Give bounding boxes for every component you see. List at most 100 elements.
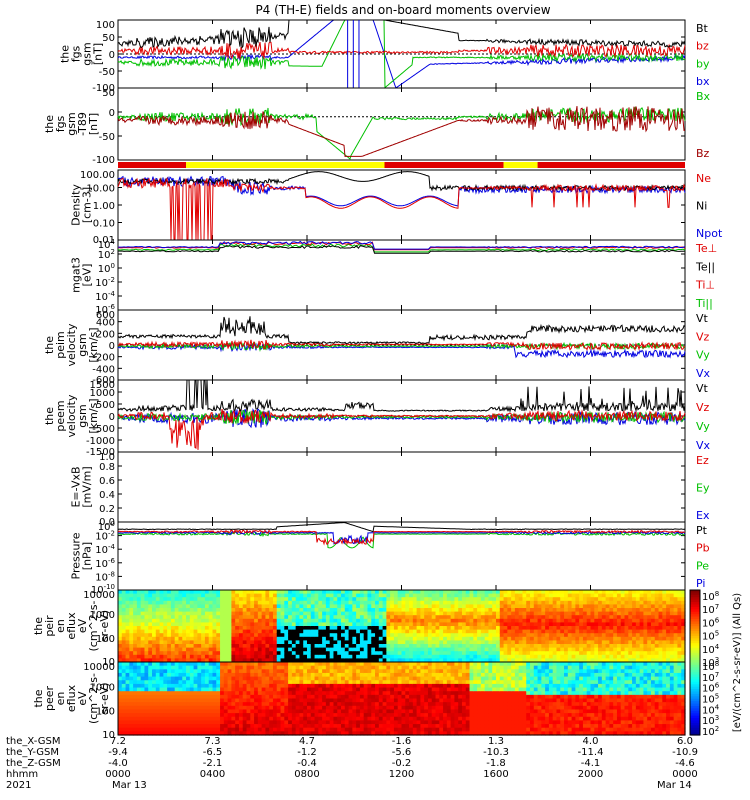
spectrogram-cell (420, 626, 425, 631)
spectrogram-cell (446, 651, 452, 656)
spectrogram-cell (405, 709, 410, 714)
spectrogram-cell (390, 651, 395, 656)
spectrogram-cell (609, 658, 614, 663)
spectrogram-cell (291, 644, 297, 649)
spectrogram-cell (250, 654, 255, 659)
spectrogram-cell (359, 640, 365, 645)
spectrogram-cell (356, 593, 361, 598)
spectrogram-cell (314, 618, 319, 623)
spectrogram-cell (235, 702, 240, 707)
spectrogram-cell (197, 662, 202, 667)
spectrogram-cell (390, 615, 395, 620)
spectrogram-cell (337, 716, 342, 721)
spectrogram-cell (291, 731, 297, 736)
spectrogram-cell (677, 593, 682, 598)
spectrogram-cell (261, 720, 267, 725)
spectrogram-cell (197, 713, 202, 718)
spectrogram-cell (299, 672, 304, 678)
spectrogram-cell (136, 662, 142, 667)
spectrogram-cell (446, 647, 452, 652)
spectrogram-cell (492, 658, 497, 663)
spectrogram-cell (307, 724, 312, 729)
spectrogram-cell (352, 680, 357, 685)
spectrogram-cell (148, 608, 153, 613)
spectrogram-cell (276, 702, 282, 707)
spectrogram-cell (412, 669, 418, 674)
spectrogram-cell (310, 720, 316, 725)
spectrogram-cell (193, 705, 198, 711)
spectrogram-cell (390, 731, 395, 736)
spectrogram-cell (155, 687, 161, 692)
spectrogram-cell (344, 731, 350, 736)
series-Ne (117, 176, 686, 241)
spectrogram-cell (511, 593, 516, 598)
spectrogram-cell (231, 665, 236, 670)
y-tick-label: 0.2 (99, 504, 115, 515)
spectrogram-cell (526, 633, 531, 638)
spectrogram-cell (567, 608, 573, 613)
spectrogram-cell (341, 665, 346, 670)
axis-ylabel: peer (43, 686, 56, 712)
spectrogram-cell (681, 615, 686, 620)
spectrogram-cell (167, 727, 172, 732)
spectrogram-cell (427, 615, 433, 620)
spectrogram-cell (567, 644, 573, 649)
spectrogram-cell (201, 680, 206, 685)
spectrogram-cell (170, 731, 176, 736)
spectrogram-cell (189, 694, 195, 700)
spectrogram-cell (129, 651, 134, 656)
spectrogram-cell (401, 654, 406, 659)
spectrogram-cell (363, 604, 369, 609)
spectrogram-cell (303, 640, 308, 645)
spectrogram-cell (231, 647, 236, 652)
spectrogram-cell (522, 626, 527, 631)
spectrogram-cell (231, 713, 236, 718)
spectrogram-cell (639, 629, 645, 634)
spectrogram-cell (235, 611, 240, 616)
spectrogram-cell (409, 724, 414, 729)
spectrogram-cell (152, 705, 157, 711)
spectrogram-cell (503, 590, 508, 595)
spectrogram-cell (193, 615, 198, 620)
spectrogram-cell (276, 654, 282, 659)
spectrogram-cell (446, 611, 452, 616)
y-tick-label: -400 (92, 364, 115, 375)
spectrogram-cell (480, 640, 486, 645)
spectrogram-cell (356, 615, 361, 620)
spectrogram-cell (352, 640, 357, 645)
spectrogram-cell (269, 651, 274, 656)
spectrogram-cell (148, 662, 153, 667)
y-tick-label: 50 (102, 88, 115, 99)
spectrogram-cell (492, 590, 497, 595)
spectrogram-cell (382, 698, 387, 703)
spectrogram-cell (390, 654, 395, 659)
spectrogram-cell (477, 644, 482, 649)
spectrogram-cell (669, 618, 675, 623)
spectrogram-cell (204, 590, 210, 595)
spectrogram-cell (435, 629, 440, 634)
spectrogram-cell (632, 608, 637, 613)
spectrogram-cell (378, 633, 384, 638)
spectrogram-cell (507, 658, 512, 663)
spectrogram-cell (446, 622, 452, 627)
spectrogram-cell (284, 709, 289, 714)
spectrogram-cell (269, 608, 274, 613)
panel-density: Density[cm-3]100.0010.001.000.100.01NeNi… (70, 169, 723, 246)
spectrogram-cell (159, 720, 164, 725)
spectrogram-cell (367, 672, 372, 678)
spectrogram-cell (375, 665, 380, 670)
spectrogram-cell (492, 622, 497, 627)
spectrogram-cell (133, 691, 138, 696)
spectrogram-cell (435, 611, 440, 616)
spectrogram-cell (499, 644, 505, 649)
spectrogram-cell (405, 676, 410, 681)
spectrogram-cell (530, 658, 535, 663)
spectrogram-cell (344, 615, 350, 620)
spectrogram-cell (635, 590, 641, 595)
spectrogram-cell (118, 658, 123, 663)
spectrogram-cell (208, 593, 214, 598)
spectrogram-cell (310, 640, 316, 645)
spectrogram-cell (235, 709, 240, 714)
spectrogram-cell (129, 590, 134, 595)
spectrogram-cell (473, 636, 478, 641)
